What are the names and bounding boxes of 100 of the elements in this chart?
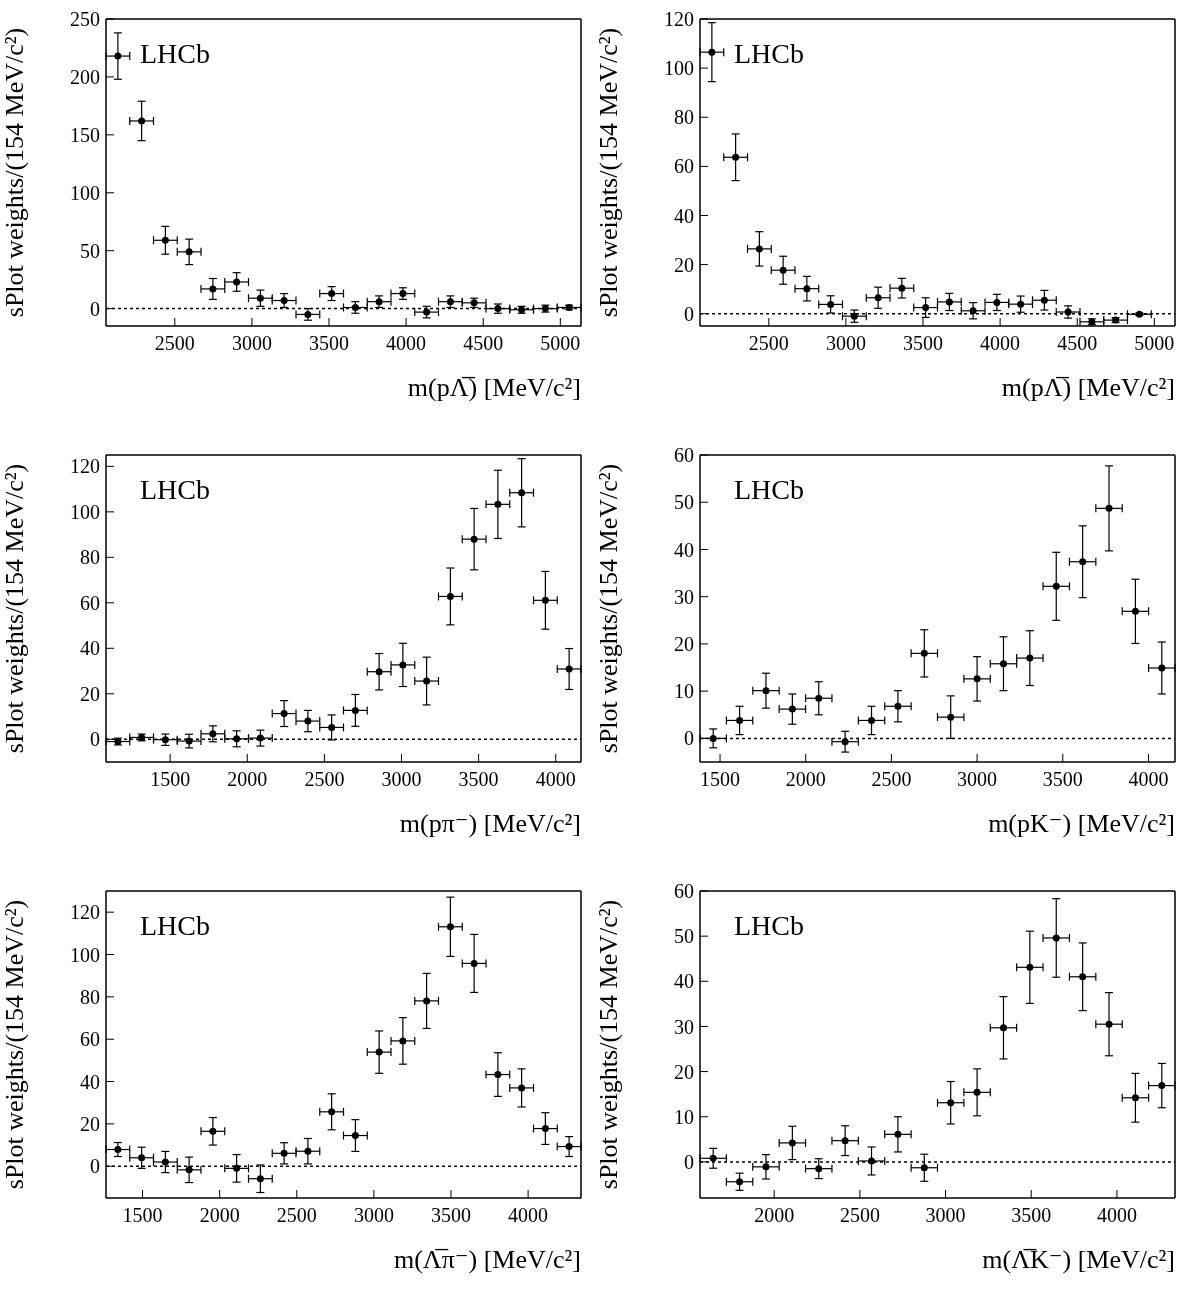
y-tick-label: 120: [70, 455, 100, 478]
point: [161, 1158, 169, 1166]
point: [1052, 934, 1060, 942]
x-tick-label: 3500: [309, 332, 349, 355]
point: [922, 304, 930, 312]
y-tick-label: 0: [90, 1155, 100, 1178]
point: [399, 661, 407, 669]
x-tick-label: 4000: [980, 332, 1021, 355]
x-tick-label: 4500: [1057, 332, 1098, 355]
x-tick-label: 2000: [754, 1204, 795, 1227]
point: [762, 1163, 770, 1171]
point: [185, 248, 193, 256]
x-tick-label: 3000: [825, 332, 866, 355]
point: [423, 677, 431, 685]
y-tick-label: 0: [90, 297, 100, 320]
point: [815, 1165, 823, 1173]
point: [1131, 607, 1139, 615]
y-axis-title: sPlot weights/(154 MeV/c²): [0, 899, 30, 1190]
point: [280, 710, 288, 718]
point: [841, 1137, 849, 1145]
point: [494, 1071, 502, 1079]
y-tick-label: 40: [80, 1070, 100, 1093]
y-tick-label: 20: [674, 633, 694, 656]
x-tick-label: 3500: [458, 768, 499, 791]
point: [446, 923, 454, 931]
annotation: LHCb: [734, 474, 804, 506]
point: [1158, 664, 1166, 672]
y-axis-title: sPlot weights/(154 MeV/c²): [594, 899, 624, 1190]
point: [803, 285, 811, 293]
y-tick-label: 20: [674, 253, 694, 276]
x-tick-label: 2000: [199, 1204, 240, 1227]
point: [868, 716, 876, 724]
point: [1026, 963, 1034, 971]
y-tick-label: 0: [684, 302, 694, 325]
point: [518, 1084, 526, 1092]
y-tick-label: 60: [674, 155, 694, 178]
point: [423, 997, 431, 1005]
y-tick-label: 50: [674, 491, 694, 514]
y-tick-label: 100: [70, 181, 100, 204]
point: [920, 1164, 928, 1172]
point: [993, 298, 1001, 306]
point: [1158, 1082, 1166, 1090]
point: [470, 535, 478, 543]
x-tick-label: 1500: [122, 1204, 163, 1227]
x-axis-title: m(Λ̅π⁻) [MeV/c²]: [393, 1245, 581, 1274]
y-tick-label: 20: [80, 1113, 100, 1135]
point: [874, 294, 882, 302]
x-tick-label: 4000: [508, 1204, 549, 1227]
point: [114, 52, 122, 60]
point: [973, 675, 981, 683]
y-tick-label: 10: [674, 1105, 694, 1128]
y-tick-label: 40: [674, 538, 694, 561]
x-tick-label: 4000: [1128, 768, 1169, 791]
point: [351, 1132, 359, 1140]
point: [138, 117, 146, 125]
y-tick-label: 60: [674, 444, 694, 467]
point: [827, 300, 835, 308]
y-axis-title: sPlot weights/(154 MeV/c²): [0, 27, 30, 318]
x-tick-label: 4000: [1096, 1204, 1137, 1227]
y-tick-label: 0: [90, 728, 100, 751]
point: [945, 298, 953, 306]
y-tick-label: 80: [674, 106, 694, 129]
point: [736, 716, 744, 724]
x-tick-label: 2500: [748, 332, 789, 355]
y-tick-label: 80: [80, 985, 100, 1008]
y-tick-label: 40: [674, 970, 694, 993]
x-axis-title: m(pΛ̅) [MeV/c²]: [407, 373, 581, 402]
point: [1105, 504, 1113, 512]
x-tick-label: 2500: [304, 768, 345, 791]
point: [541, 1125, 549, 1133]
point: [815, 694, 823, 702]
point: [1079, 558, 1087, 566]
y-tick-label: 20: [80, 682, 100, 705]
point: [565, 665, 573, 673]
x-tick-label: 1500: [150, 768, 191, 791]
y-tick-label: 80: [80, 546, 100, 569]
y-tick-label: 250: [70, 8, 100, 31]
point: [328, 290, 336, 298]
point: [920, 649, 928, 657]
point: [494, 500, 502, 508]
y-axis-title: sPlot weights/(154 MeV/c²): [594, 463, 624, 754]
x-tick-label: 4500: [463, 332, 504, 355]
point: [185, 1166, 193, 1174]
x-axis-title: m(pΛ̅) [MeV/c²]: [1001, 373, 1175, 402]
point: [256, 294, 264, 302]
point: [328, 723, 336, 731]
point: [185, 737, 193, 745]
point: [779, 266, 787, 274]
point: [708, 48, 716, 56]
y-tick-label: 0: [684, 1150, 694, 1173]
y-tick-label: 100: [70, 943, 100, 966]
y-tick-label: 60: [674, 880, 694, 903]
point: [114, 1146, 122, 1154]
point: [898, 284, 906, 292]
y-tick-label: 120: [664, 8, 694, 31]
x-tick-label: 3000: [381, 768, 422, 791]
point: [565, 1143, 573, 1151]
x-tick-label: 3500: [430, 1204, 471, 1227]
x-tick-label: 2000: [785, 768, 826, 791]
point: [470, 959, 478, 967]
